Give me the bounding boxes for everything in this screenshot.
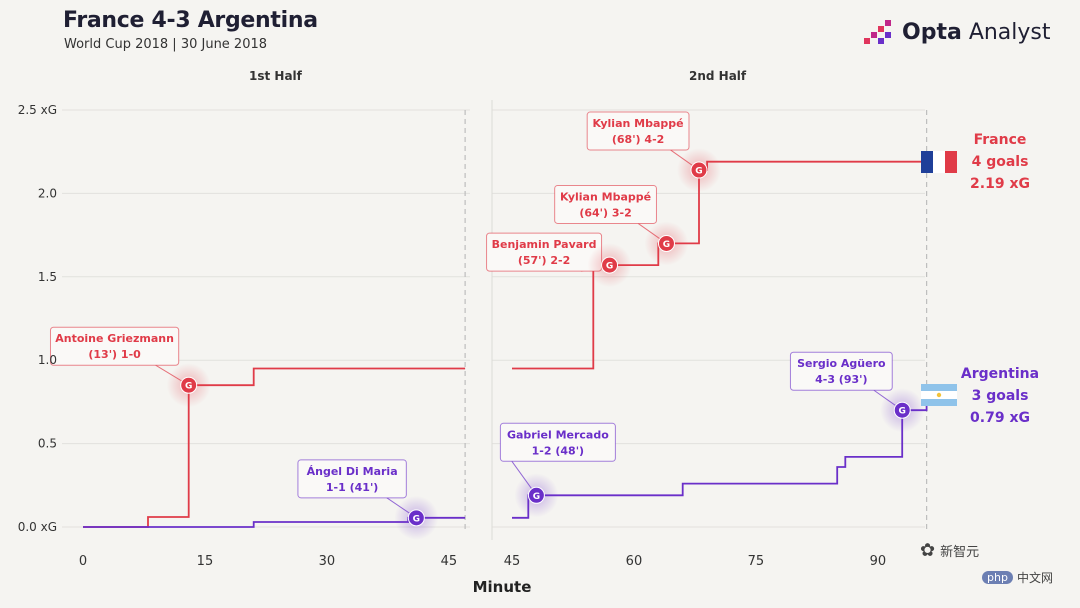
argentina-flag [921,384,957,406]
goal-marker [690,161,708,179]
argentina-name: Argentina [960,366,1040,382]
wechat-text: 新智元 [940,545,980,560]
y-tick-label: 0.0 xG [18,520,57,534]
goal-callout-box [499,422,616,462]
goal-callout-box [586,111,690,151]
goal-marker-label: G [185,382,192,392]
goal-score-label: (64') 3-2 [579,206,631,219]
goal-marker-label: G [695,167,702,177]
goal-score-label: 1-2 (48') [532,444,584,457]
goal-marker [893,401,911,419]
x-axis-label: Minute [472,578,532,596]
goal-scorer-label: Sergio Agüero [797,357,886,370]
x-tick-label: 30 [319,554,336,569]
y-tick-label: 2.5 xG [18,103,57,117]
php-badge: php [982,571,1013,584]
goal-scorer-label: Benjamin Pavard [492,238,597,251]
php-watermark: php 中文网 [982,569,1053,586]
argentina-xg: 0.79 xG [970,410,1030,426]
goal-callout-box [789,351,893,391]
goal-scorer-label: Ángel Di Maria [307,465,398,478]
brand-bold: Opta [902,19,962,45]
x-tick-label: 45 [441,554,458,569]
x-tick-label: 75 [748,554,765,569]
chart-title: France 4-3 Argentina [63,8,318,33]
opta-logo-icon [864,20,891,44]
france-goals: 4 goals [971,154,1029,170]
goal-marker-label: G [606,262,613,272]
goal-score-label: 1-1 (41') [326,481,378,494]
argentina-goals: 3 goals [971,388,1029,404]
y-tick-label: 2.0 [38,186,57,200]
goal-score-label: (57') 2-2 [518,254,570,267]
france-flag [921,151,957,173]
goal-marker-label: G [533,492,540,502]
goal-marker [407,509,425,527]
x-tick-label: 15 [197,554,214,569]
goal-scorer-label: Antoine Griezmann [55,332,174,345]
x-tick-label: 90 [870,554,887,569]
second-half-label: 2nd Half [689,69,747,83]
argentina-summary: Argentina 3 goals 0.79 xG [955,363,1045,429]
goal-marker [601,256,619,274]
goal-marker-label: G [413,514,420,524]
goal-score-label: 4-3 (93') [815,373,867,386]
goal-score-label: (13') 1-0 [88,348,141,361]
goal-marker [657,234,675,252]
goal-callout-box [297,459,407,499]
france-first-half-line [83,367,466,528]
x-tick-label: 45 [504,554,521,569]
x-tick-label: 60 [626,554,643,569]
goal-marker [180,376,198,394]
goal-marker-label: G [663,240,670,250]
goal-score-label: (68') 4-2 [612,133,664,146]
brand-name: Opta Analyst [902,20,1051,45]
x-tick-label: 0 [79,554,87,569]
goal-marker [527,486,545,504]
y-tick-label: 1.0 [38,353,57,367]
france-name: France [973,132,1027,148]
goal-scorer-label: Kylian Mbappé [593,117,684,130]
goal-marker-label: G [899,407,906,417]
france-summary: France 4 goals 2.19 xG [960,129,1040,195]
opta-analyst-logo: Opta Analyst [864,18,1051,46]
goal-callout-box [49,326,180,366]
wechat-icon: ✿ [920,540,936,561]
goal-callout-box [554,184,657,224]
goal-scorer-label: Gabriel Mercado [507,428,609,441]
y-tick-label: 1.5 [38,270,57,284]
chart-subtitle: World Cup 2018 | 30 June 2018 [64,37,268,52]
france-xg: 2.19 xG [970,176,1030,192]
y-tick-label: 0.5 [38,437,57,451]
brand-light: Analyst [968,19,1051,45]
first-half-label: 1st Half [249,69,302,83]
wechat-watermark: ✿ 新智元 [920,540,979,561]
php-site-text: 中文网 [1016,571,1053,585]
goal-scorer-label: Kylian Mbappé [560,190,651,203]
